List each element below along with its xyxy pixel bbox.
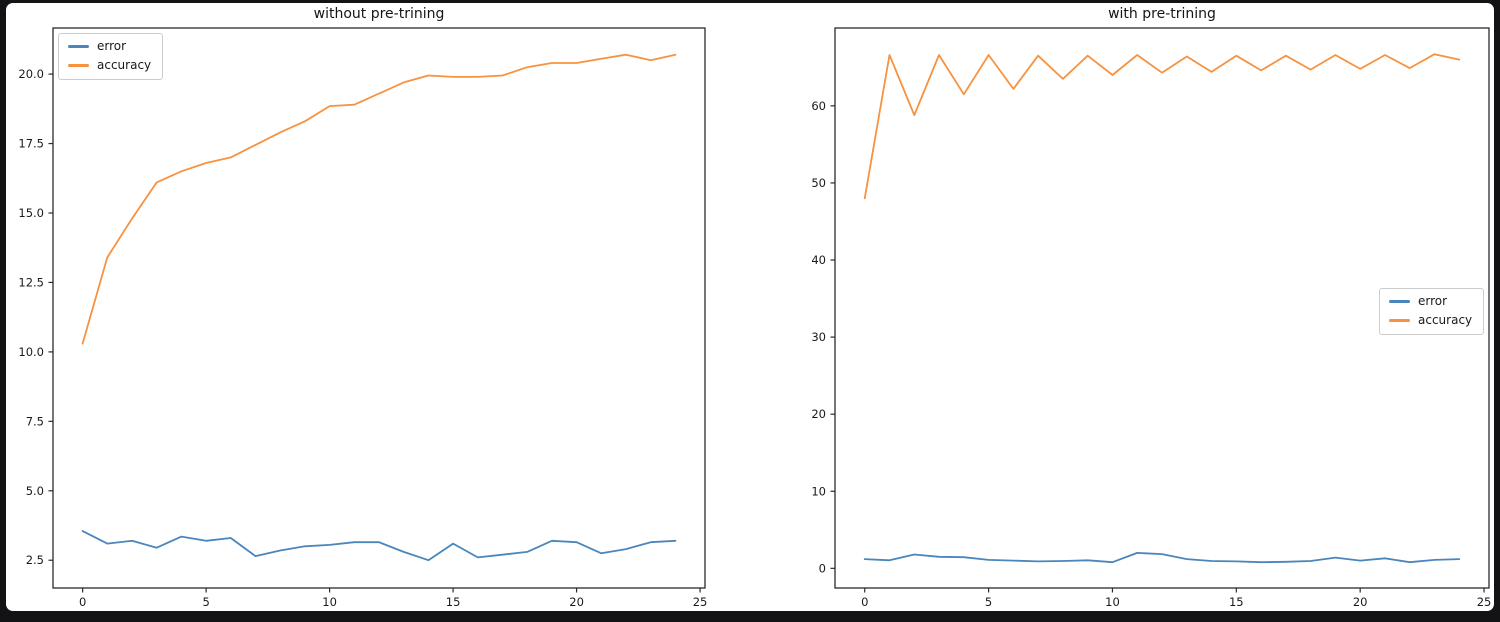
left-x-tick-label: 20 bbox=[569, 595, 584, 609]
right-y-tick-label: 10 bbox=[811, 484, 826, 498]
left-y-tick-label: 5.0 bbox=[26, 484, 44, 498]
left-x-tick-label: 15 bbox=[446, 595, 461, 609]
left-x-tick-label: 25 bbox=[693, 595, 708, 609]
error-line-swatch-icon bbox=[1389, 300, 1410, 303]
left-accuracy-line bbox=[81, 53, 677, 345]
right-x-tick-label: 20 bbox=[1353, 595, 1368, 609]
right-x-tick-label: 15 bbox=[1229, 595, 1244, 609]
left-axes-spines bbox=[52, 27, 706, 589]
left-y-tick-label: 12.5 bbox=[18, 275, 44, 289]
legend-entry-error: error bbox=[68, 40, 151, 53]
legend-entry-accuracy: accuracy bbox=[1389, 314, 1472, 327]
figure-background bbox=[6, 3, 1494, 611]
legend-label: error bbox=[1418, 294, 1448, 308]
left-legend: error accuracy bbox=[58, 33, 164, 80]
right-y-tick-label: 20 bbox=[811, 407, 826, 421]
right-y-tick-label: 50 bbox=[811, 176, 826, 190]
right-y-tick-label: 30 bbox=[811, 330, 826, 344]
right-axes-spines bbox=[834, 27, 1490, 589]
left-chart-title: without pre-trining bbox=[313, 6, 445, 22]
right-y-tick-label: 60 bbox=[811, 99, 826, 113]
legend-label: error bbox=[97, 39, 127, 53]
right-legend: error accuracy bbox=[1379, 288, 1485, 335]
left-y-tick-label: 17.5 bbox=[18, 137, 44, 151]
left-y-tick-label: 20.0 bbox=[18, 67, 44, 81]
left-y-tick-label: 2.5 bbox=[26, 553, 44, 567]
right-x-tick-label: 25 bbox=[1477, 595, 1492, 609]
left-y-tick-label: 10.0 bbox=[18, 345, 44, 359]
right-chart-title: with pre-trining bbox=[1108, 6, 1216, 22]
left-y-tick-label: 15.0 bbox=[18, 206, 44, 220]
right-x-tick-label: 0 bbox=[861, 595, 868, 609]
left-x-tick-label: 0 bbox=[79, 595, 86, 609]
right-error-line bbox=[863, 552, 1461, 564]
right-y-tick-label: 40 bbox=[811, 253, 826, 267]
right-y-tick-label: 0 bbox=[819, 561, 826, 575]
left-error-line bbox=[81, 530, 677, 562]
left-y-tick-label: 7.5 bbox=[26, 414, 44, 428]
right-x-tick-label: 10 bbox=[1105, 595, 1120, 609]
legend-entry-accuracy: accuracy bbox=[68, 59, 151, 72]
left-x-tick-label: 5 bbox=[202, 595, 209, 609]
accuracy-line-swatch-icon bbox=[68, 64, 89, 67]
right-accuracy-line bbox=[863, 53, 1461, 200]
legend-label: accuracy bbox=[97, 58, 152, 72]
accuracy-line-swatch-icon bbox=[1389, 319, 1410, 322]
legend-entry-error: error bbox=[1389, 295, 1472, 308]
error-line-swatch-icon bbox=[68, 45, 89, 48]
left-x-tick-label: 10 bbox=[322, 595, 337, 609]
legend-label: accuracy bbox=[1418, 313, 1473, 327]
right-x-tick-label: 5 bbox=[985, 595, 992, 609]
